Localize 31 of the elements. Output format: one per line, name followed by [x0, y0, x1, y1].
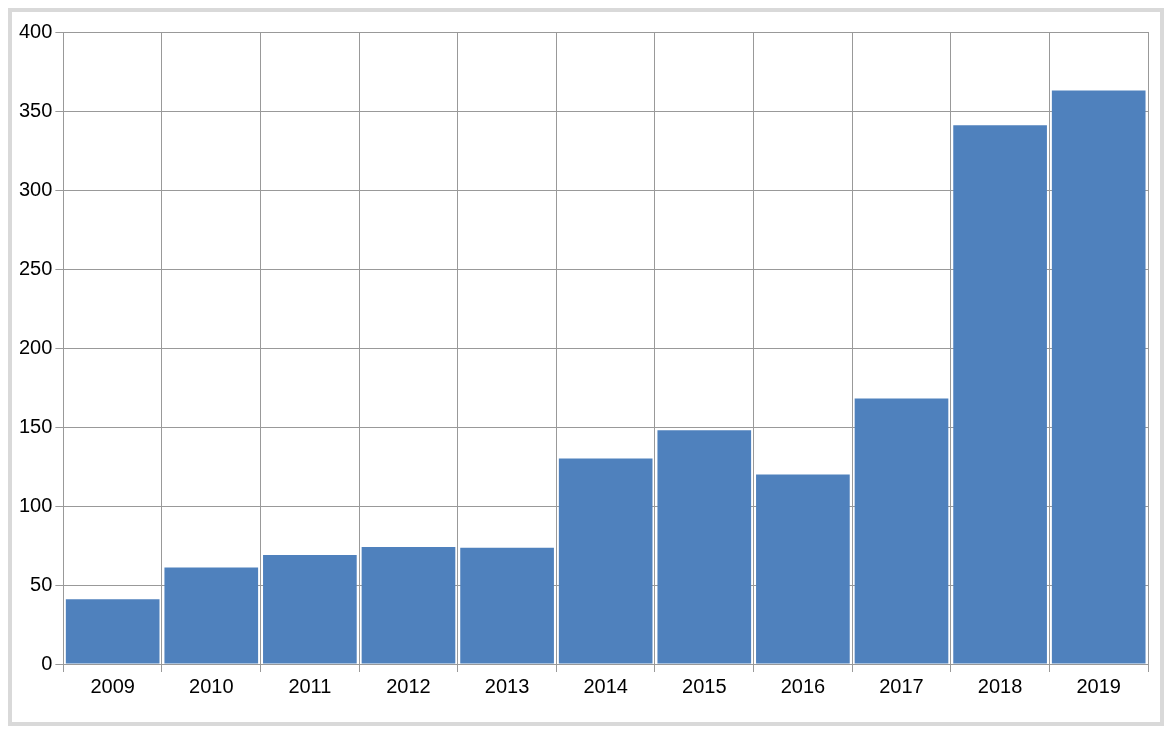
x-tick-label: 2019 — [1076, 674, 1121, 697]
y-tick-label: 50 — [30, 572, 53, 595]
x-tick-label: 2009 — [90, 674, 135, 697]
y-tick-label: 200 — [18, 335, 53, 358]
x-tick-label: 2017 — [879, 674, 924, 697]
bar — [657, 430, 752, 664]
bar — [263, 554, 357, 664]
bar — [953, 125, 1047, 664]
x-tick-label: 2013 — [484, 674, 530, 697]
x-tick-label: 2018 — [977, 674, 1023, 697]
bar — [65, 599, 160, 664]
x-tick-label: 2015 — [682, 674, 727, 697]
bar — [1051, 90, 1146, 664]
y-tick-label: 100 — [18, 493, 53, 516]
bar — [164, 567, 259, 664]
y-tick-label: 250 — [18, 256, 53, 279]
bar — [756, 474, 850, 664]
y-tick-label: 400 — [18, 19, 53, 42]
x-tick-label: 2014 — [583, 674, 628, 697]
y-tick-label: 0 — [41, 651, 53, 674]
y-tick-label: 150 — [18, 414, 53, 437]
x-tick-label: 2016 — [780, 674, 826, 697]
bar — [460, 547, 554, 664]
bar — [558, 458, 653, 664]
y-tick-label: 350 — [18, 98, 53, 121]
bar — [854, 398, 949, 664]
bar — [361, 547, 456, 664]
x-tick-label: 2011 — [288, 674, 332, 697]
x-tick-label: 2012 — [386, 674, 431, 697]
x-tick-label: 2010 — [189, 674, 234, 697]
y-tick-label: 300 — [18, 177, 53, 200]
